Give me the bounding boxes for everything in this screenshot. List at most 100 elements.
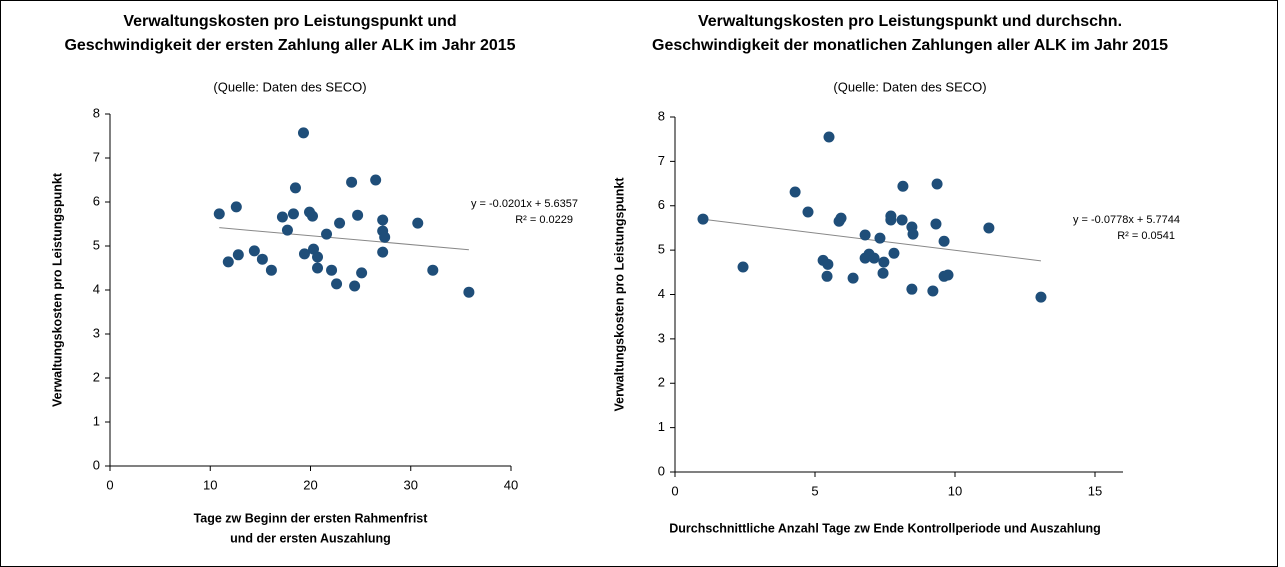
- chart-title: Geschwindigkeit der monatlichen Zahlunge…: [652, 37, 1168, 54]
- point: [232, 249, 244, 261]
- point: [307, 210, 319, 222]
- point: [983, 222, 995, 234]
- point: [896, 214, 908, 226]
- point: [427, 264, 439, 276]
- y-tick-label: 8: [93, 105, 100, 120]
- x-tick-label: 0: [106, 477, 113, 492]
- point: [907, 228, 919, 240]
- y-tick-label: 6: [658, 197, 665, 212]
- point: [230, 201, 242, 213]
- y-axis-label: Verwaltungskosten pro Leistungspunkt: [50, 172, 64, 407]
- x-axis-label: Durchschnittliche Anzahl Tage zw Ende Ko…: [669, 521, 1101, 535]
- x-tick-label: 10: [203, 477, 217, 492]
- point: [942, 269, 954, 281]
- point: [377, 246, 389, 258]
- y-tick-label: 0: [93, 457, 100, 472]
- point: [346, 176, 358, 188]
- y-tick-label: 4: [658, 286, 665, 301]
- point: [847, 272, 859, 284]
- y-tick-label: 3: [658, 330, 665, 345]
- point: [697, 213, 709, 225]
- point: [906, 283, 918, 295]
- point: [888, 247, 900, 259]
- x-tick-label: 20: [303, 477, 317, 492]
- point: [297, 127, 309, 139]
- point: [874, 232, 886, 244]
- point: [1035, 291, 1047, 303]
- point: [321, 228, 333, 240]
- x-tick-label: 30: [404, 477, 418, 492]
- x-axis-label: und der ersten Auszahlung: [230, 531, 391, 545]
- y-tick-label: 8: [658, 108, 665, 123]
- point: [377, 214, 389, 226]
- y-tick-label: 0: [658, 463, 665, 478]
- point: [897, 180, 909, 192]
- trendline: [219, 227, 469, 251]
- point: [298, 248, 310, 260]
- chart-subtitle: (Quelle: Daten des SECO): [833, 79, 986, 94]
- point: [802, 206, 814, 218]
- point: [821, 270, 833, 282]
- point: [352, 209, 364, 221]
- point: [331, 278, 343, 290]
- y-tick-label: 5: [93, 237, 100, 252]
- y-tick-label: 7: [93, 149, 100, 164]
- y-axis-label: Verwaltungskosten pro Leistungspunkt: [612, 177, 626, 412]
- point: [835, 212, 847, 224]
- trendline-r2: R² = 0.0541: [1117, 230, 1175, 242]
- x-tick-label: 10: [948, 483, 962, 498]
- point: [370, 174, 382, 186]
- chart-title: Verwaltungskosten pro Leistungspunkt und…: [698, 13, 1122, 30]
- point: [877, 267, 889, 279]
- point: [256, 253, 268, 265]
- point: [281, 224, 293, 236]
- point: [349, 280, 361, 292]
- chart-title: Verwaltungskosten pro Leistungspunkt und: [123, 13, 456, 30]
- x-axis-label: Tage zw Beginn der ersten Rahmenfrist: [194, 511, 429, 525]
- y-tick-label: 6: [93, 193, 100, 208]
- point: [878, 256, 890, 268]
- point: [789, 186, 801, 198]
- trendline-equation: y = -0.0201x + 5.6357: [471, 198, 578, 210]
- point: [326, 264, 338, 276]
- point: [737, 261, 749, 273]
- y-tick-label: 2: [658, 375, 665, 390]
- x-tick-label: 15: [1088, 483, 1102, 498]
- point: [312, 251, 324, 263]
- point: [885, 214, 897, 226]
- y-tick-label: 3: [93, 325, 100, 340]
- point: [859, 229, 871, 241]
- point: [334, 217, 346, 229]
- point: [379, 231, 391, 243]
- y-tick-label: 4: [93, 281, 100, 296]
- chart-title: Geschwindigkeit der ersten Zahlung aller…: [64, 37, 515, 54]
- x-tick-label: 40: [504, 477, 518, 492]
- point: [463, 286, 475, 298]
- point: [930, 218, 942, 230]
- y-tick-label: 2: [93, 369, 100, 384]
- point: [822, 258, 834, 270]
- x-tick-label: 0: [671, 483, 678, 498]
- point: [412, 217, 424, 229]
- point: [248, 245, 260, 257]
- point: [931, 178, 943, 190]
- y-tick-label: 5: [658, 242, 665, 257]
- point: [927, 285, 939, 297]
- x-tick-label: 5: [811, 483, 818, 498]
- point: [312, 262, 324, 274]
- point: [276, 211, 288, 223]
- trendline-r2: R² = 0.0229: [515, 214, 573, 226]
- point: [265, 264, 277, 276]
- y-tick-label: 1: [658, 419, 665, 434]
- point: [868, 252, 880, 264]
- point: [823, 131, 835, 143]
- point: [213, 208, 225, 220]
- trendline-equation: y = -0.0778x + 5.7744: [1073, 214, 1180, 226]
- trendline: [702, 218, 1042, 262]
- chart-subtitle: (Quelle: Daten des SECO): [213, 79, 366, 94]
- y-tick-label: 1: [93, 413, 100, 428]
- y-tick-label: 7: [658, 153, 665, 168]
- point: [356, 267, 368, 279]
